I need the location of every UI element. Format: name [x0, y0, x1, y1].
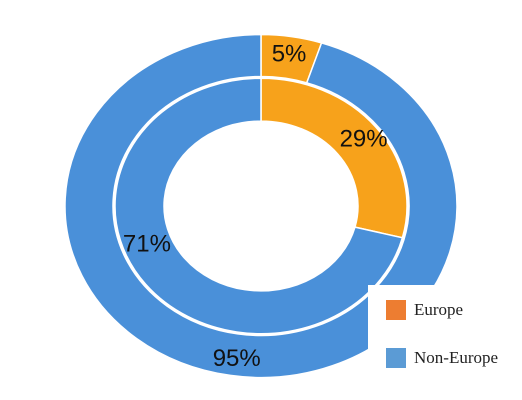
legend-item-non-europe: Non-Europe [386, 348, 498, 368]
inner-label-europe: 29% [340, 126, 388, 153]
legend-swatch-europe [386, 300, 406, 320]
outer-label-non-europe: 95% [213, 345, 261, 372]
legend-label-europe: Europe [414, 300, 464, 319]
legend-item-europe: Europe [386, 300, 463, 320]
inner-slice-non-europe [114, 77, 404, 335]
legend-swatch-non-europe [386, 348, 406, 368]
legend: Europe Non-Europe [368, 285, 522, 400]
legend-label-non-europe: Non-Europe [414, 348, 499, 367]
inner-label-non-europe: 71% [123, 230, 171, 257]
outer-label-europe: 5% [272, 40, 307, 67]
inner-slice-europe [260, 77, 408, 239]
